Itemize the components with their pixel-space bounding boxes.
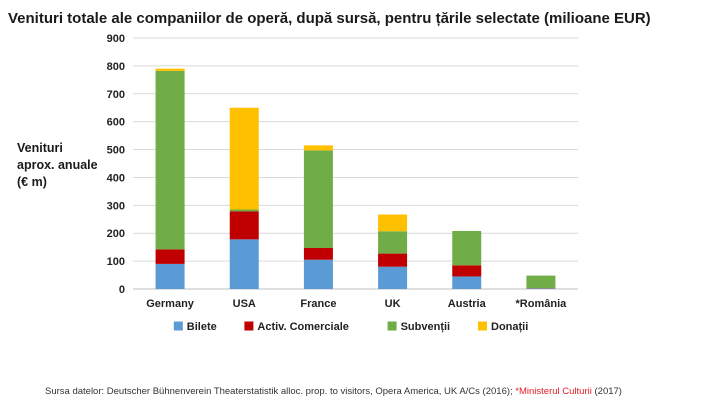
y-axis-ticks: 0 100 200 300 400 500 600 700 800 900 (107, 33, 125, 296)
gridlines (133, 37, 578, 290)
legend-swatch (478, 321, 487, 331)
legend-swatch (244, 321, 254, 331)
bar-segment (452, 230, 482, 266)
x-tick-label: Austria (448, 298, 487, 310)
bar-segment (303, 248, 333, 260)
y-tick-label: 500 (107, 145, 125, 157)
chart-title: Venituri totale ale companiilor de operă… (8, 10, 651, 27)
legend-label: Donații (491, 321, 528, 333)
bar-segment (378, 231, 408, 254)
legend-swatch (173, 321, 183, 331)
legend: Bilete Activ. Comerciale Subvenții Donații (173, 321, 528, 333)
bar-segment (303, 145, 333, 151)
bar-segment (155, 70, 185, 250)
legend-label: Subvenții (401, 321, 451, 333)
x-tick-label: UK (385, 298, 401, 310)
bar-segment (378, 266, 408, 289)
y-tick-label: 200 (107, 228, 125, 240)
bar-segment (155, 68, 185, 71)
bar-segment (229, 211, 259, 240)
x-axis-ticks: Germany USA France UK Austria *România (146, 298, 567, 310)
y-tick-label: 700 (107, 89, 125, 101)
y-tick-label: 300 (107, 200, 125, 212)
bar-segment (526, 275, 556, 289)
bar-segment (303, 150, 333, 249)
bar-segment (378, 214, 408, 232)
x-tick-label: USA (233, 298, 256, 310)
bar-segment (452, 276, 482, 289)
x-tick-label: *România (516, 298, 568, 310)
bar-segment (155, 263, 185, 289)
x-tick-label: Germany (146, 298, 195, 310)
y-tick-label: 0 (119, 284, 125, 296)
bar-segment (526, 288, 556, 289)
bar-segment (229, 239, 259, 289)
legend-label: Bilete (187, 321, 217, 333)
bar-segment (155, 249, 185, 264)
bar-segment (303, 259, 333, 289)
bar-segment (229, 209, 259, 212)
y-tick-label: 100 (107, 256, 125, 268)
y-tick-label: 400 (107, 172, 125, 184)
y-tick-label: 600 (107, 117, 125, 129)
legend-swatch (387, 321, 397, 331)
y-axis-label: Venituri aprox. anuale (€ m) (17, 141, 98, 189)
bars (155, 68, 556, 289)
bar-segment (229, 107, 259, 210)
source-highlight: *Ministerul Culturii (515, 386, 592, 397)
source-prefix: Sursa datelor: Deutscher Bühnenverein Th… (45, 386, 516, 397)
y-tick-label: 800 (107, 61, 125, 73)
x-tick-label: France (300, 298, 336, 310)
legend-label: Activ. Comerciale (257, 321, 349, 333)
bar-segment (452, 265, 482, 277)
source-note: Sursa datelor: Deutscher Bühnenverein Th… (45, 386, 622, 397)
source-suffix: (2017) (591, 386, 622, 397)
bar-segment (378, 253, 408, 267)
y-tick-label: 900 (107, 33, 125, 45)
